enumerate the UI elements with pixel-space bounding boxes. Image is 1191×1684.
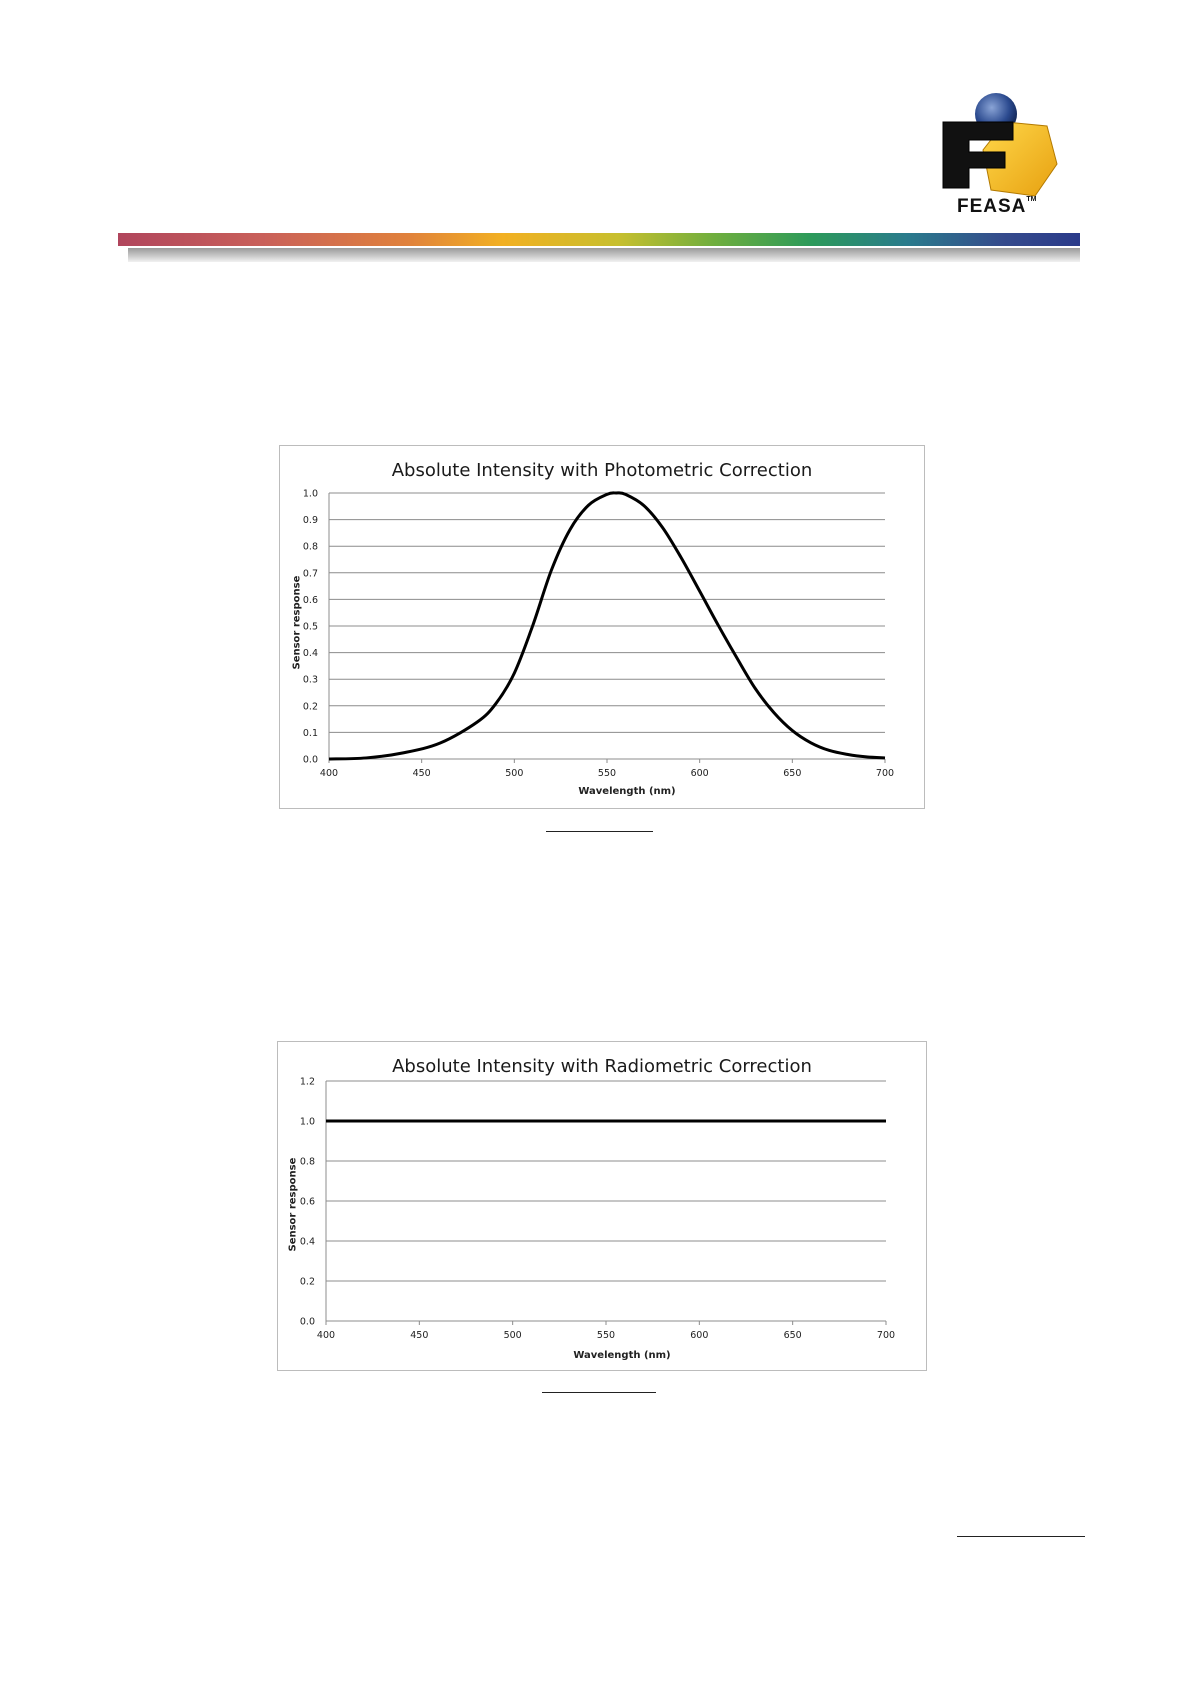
feasa-logo	[942, 93, 1058, 197]
y-tick-label: 0.6	[300, 1197, 315, 1208]
header-color-band	[118, 233, 1080, 246]
x-tick-label: 400	[317, 1330, 335, 1341]
x-tick-label: 700	[877, 1330, 895, 1341]
photometric-chart: 0.0 0.1 0.2 0.3 0.4 0.5 0.6 0.7 0.8 0.9 1.0 400 450 5…	[279, 445, 925, 809]
y-axis-label: Sensor response	[291, 575, 303, 670]
y-tick-label: 0.5	[303, 622, 318, 633]
y-tick-label: 0.4	[300, 1237, 315, 1248]
x-tick-label: 650	[784, 1330, 802, 1341]
x-tick-label: 700	[876, 768, 894, 779]
figure-caption-rule	[542, 1392, 656, 1393]
y-tick-label: 0.2	[300, 1277, 315, 1288]
series-line	[328, 491, 886, 761]
chart-title: Absolute Intensity with Radiometric Corr…	[392, 1056, 812, 1077]
radiometric-chart: 0.0 0.2 0.4 0.6 0.8 1.0 1.2 400 450 500 550 600 650 7…	[277, 1041, 927, 1371]
y-tick-label: 1.0	[300, 1117, 315, 1128]
x-axis-label: Wavelength (nm)	[578, 786, 676, 797]
x-tick-label: 450	[410, 1330, 428, 1341]
x-tick-label: 600	[690, 1330, 708, 1341]
y-tick-label: 0.0	[300, 1317, 315, 1328]
header-band-shadow	[128, 248, 1080, 262]
y-tick-label: 0.0	[303, 755, 318, 766]
y-tick-label: 0.3	[303, 675, 318, 686]
y-tick-label: 1.2	[300, 1077, 315, 1088]
logo-trademark: TM	[1026, 196, 1037, 203]
y-tick-label: 0.4	[303, 648, 318, 659]
x-tick-label: 600	[691, 768, 709, 779]
x-tick-label: 550	[598, 768, 616, 779]
logo-wordmark: FEASATM	[957, 196, 1037, 218]
y-tick-label: 1.0	[303, 489, 318, 500]
y-tick-label: 0.7	[303, 568, 318, 579]
chart-title: Absolute Intensity with Photometric Corr…	[391, 460, 813, 481]
y-tick-label: 0.6	[303, 595, 318, 606]
logo-name: FEASA	[957, 196, 1027, 217]
x-tick-label: 550	[597, 1330, 615, 1341]
y-tick-label: 0.2	[303, 701, 318, 712]
x-tick-label: 450	[413, 768, 431, 779]
figure-caption-rule	[546, 831, 653, 832]
y-tick-label: 0.9	[303, 515, 318, 526]
x-tick-label: 400	[320, 768, 338, 779]
y-tick-label: 0.8	[303, 542, 318, 553]
x-axis-label: Wavelength (nm)	[573, 1350, 671, 1361]
x-tick-label: 500	[504, 1330, 522, 1341]
chart-plot: 0.0 0.2 0.4 0.6 0.8 1.0 1.2 400 450 500 550 600 650 7…	[300, 1077, 895, 1342]
x-tick-label: 500	[505, 768, 523, 779]
y-tick-label: 0.8	[300, 1157, 315, 1168]
footer-link-rule	[957, 1536, 1085, 1537]
x-tick-label: 650	[783, 768, 801, 779]
y-axis-label: Sensor response	[287, 1157, 299, 1252]
chart-plot: 0.0 0.1 0.2 0.3 0.4 0.5 0.6 0.7 0.8 0.9 1.0 400 450 5…	[303, 489, 894, 780]
y-tick-label: 0.1	[303, 728, 318, 739]
